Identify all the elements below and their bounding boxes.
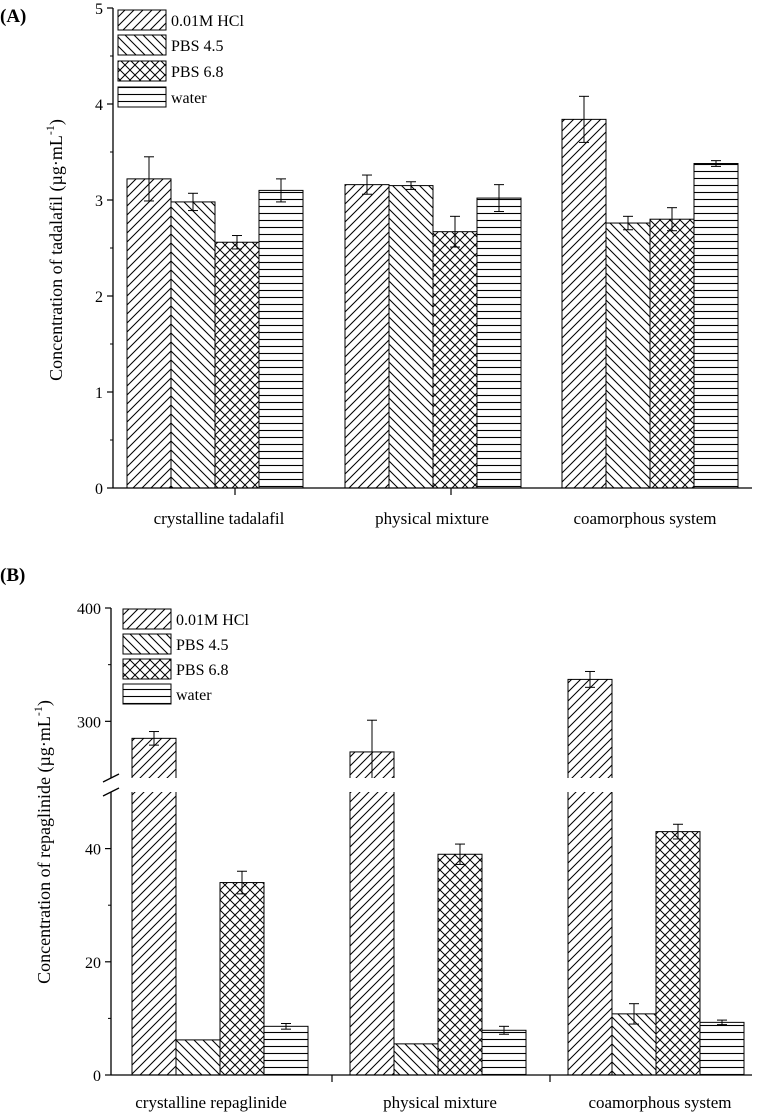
panel-a-bars	[126, 95, 739, 489]
bar	[655, 831, 701, 1076]
axis-break-mark	[102, 787, 120, 797]
panel-a-category-label: crystalline tadalafil	[154, 509, 285, 528]
y-tick-label: 2	[95, 289, 103, 306]
bar	[649, 218, 695, 489]
panel-a: (A) 0 1 2 3 4 5 crystalline tadalafil physica…	[0, 1, 752, 528]
panel-a-category-label: coamorphous system	[573, 509, 716, 528]
axis-break-mark	[102, 773, 120, 783]
panel-a-y-axis-title: Concentration of tadalafil (µg·mL-1)	[43, 119, 67, 381]
panel-a-axes	[107, 7, 752, 495]
panel-b-category-label: crystalline repaglinide	[135, 1093, 287, 1112]
y-tick-label: 4	[95, 97, 103, 114]
bar	[388, 185, 434, 489]
legend-label: 0.01M HCl	[176, 612, 249, 629]
bar	[481, 1029, 527, 1076]
panel-a-legend: 0.01M HCl PBS 4.5 PBS 6.8 water	[117, 9, 244, 108]
panel-b: (B) 0 20 40 300 400 crystalline repaglinide …	[0, 565, 752, 1112]
bar	[437, 853, 483, 1076]
bar	[219, 882, 265, 1076]
y-tick-label: 20	[85, 955, 101, 972]
bar	[567, 678, 613, 1076]
y-tick-label: 3	[95, 193, 103, 210]
bar	[344, 184, 390, 489]
legend-label: PBS 6.8	[171, 64, 223, 81]
legend-swatch	[122, 658, 172, 680]
bar	[561, 118, 607, 489]
bar	[258, 189, 304, 489]
panel-b-bars	[103, 670, 752, 1076]
y-tick-label: 300	[77, 714, 101, 731]
panel-b-legend: 0.01M HCl PBS 4.5 PBS 6.8 water	[122, 608, 249, 705]
legend-swatch	[122, 683, 172, 705]
legend-swatch	[117, 60, 167, 82]
axis-break-gap	[103, 778, 752, 792]
panel-a-category-label: physical mixture	[375, 509, 489, 528]
bar	[693, 163, 739, 489]
legend-label: 0.01M HCl	[171, 13, 244, 30]
y-tick-label: 1	[95, 385, 103, 402]
bar	[605, 222, 651, 489]
bar	[170, 201, 216, 489]
bar	[699, 1021, 745, 1076]
legend-swatch	[117, 9, 167, 31]
bar	[214, 241, 260, 489]
legend-swatch	[117, 34, 167, 56]
bar	[126, 178, 172, 489]
legend-label: water	[176, 687, 212, 704]
legend-label: PBS 6.8	[176, 662, 228, 679]
bar	[131, 737, 177, 1076]
legend-swatch	[122, 608, 172, 630]
panel-b-y-axis-title: Concentration of repaglinide (µg·mL-1)	[31, 700, 55, 984]
bar	[349, 751, 395, 1076]
y-tick-label: 40	[85, 842, 101, 859]
legend-swatch	[117, 86, 167, 108]
bar	[393, 1043, 439, 1076]
panel-b-category-label: physical mixture	[383, 1093, 497, 1112]
panel-b-category-labels: crystalline repaglinide physical mixture…	[135, 1093, 731, 1112]
panel-b-axes	[102, 607, 752, 1082]
panel-a-y-tick-labels: 0 1 2 3 4 5	[95, 1, 103, 498]
y-tick-label: 0	[93, 1068, 101, 1085]
bar	[175, 1039, 221, 1076]
y-tick-label: 5	[95, 1, 103, 18]
panel-a-category-labels: crystalline tadalafil physical mixture c…	[154, 509, 717, 528]
bar	[476, 197, 522, 489]
y-tick-label: 0	[95, 481, 103, 498]
bar	[263, 1025, 309, 1076]
legend-label: water	[171, 90, 207, 107]
panel-a-label: (A)	[0, 6, 26, 27]
panel-b-category-label: coamorphous system	[588, 1093, 731, 1112]
bar	[432, 231, 478, 489]
panel-b-y-tick-labels: 0 20 40 300 400	[77, 601, 101, 1085]
legend-label: PBS 4.5	[176, 637, 228, 654]
y-tick-label: 400	[77, 601, 101, 618]
panel-b-label: (B)	[0, 565, 25, 586]
legend-swatch	[122, 633, 172, 655]
legend-label: PBS 4.5	[171, 38, 223, 55]
